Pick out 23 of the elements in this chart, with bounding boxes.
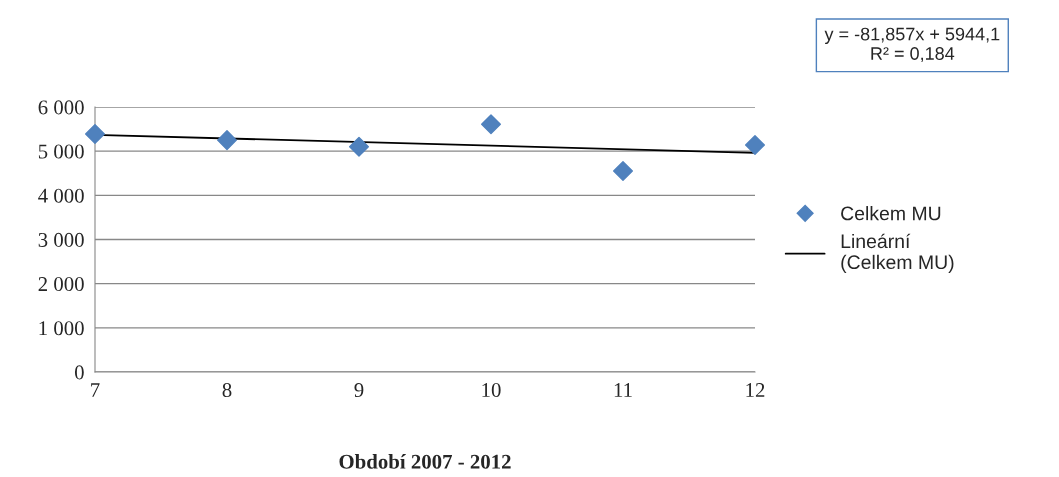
x-tick-label: 7 (91, 383, 100, 397)
point (480, 114, 502, 135)
y-tick-label: 0 (74, 365, 84, 380)
text: y = -81,857x + 5944,1 R² = 0,184 (824, 27, 1000, 63)
legend-label: Celkem MU (841, 206, 941, 221)
point (216, 130, 238, 151)
x-tick-label: 11 (614, 383, 632, 397)
y-tick-label: 1 000 (39, 321, 84, 336)
x-tick-label: 12 (746, 383, 765, 397)
point (84, 123, 106, 144)
y-tick-label: 5 000 (38, 144, 84, 159)
point (612, 161, 634, 182)
legend-label: Lineární (Celkem MU) (841, 233, 954, 273)
y-tick-label: 3 000 (38, 232, 84, 247)
x-tick-label: 9 (354, 383, 364, 398)
point (744, 134, 766, 155)
y-tick-label: 6 000 (38, 100, 84, 115)
x-axis-title: Období 2007 - 2012 (339, 454, 511, 469)
y-tick-label: 4 000 (38, 188, 84, 203)
point (348, 136, 370, 157)
x-tick-label: 10 (482, 383, 501, 398)
y-tick-label: 2 000 (38, 277, 84, 292)
x-tick-label: 8 (222, 383, 232, 398)
